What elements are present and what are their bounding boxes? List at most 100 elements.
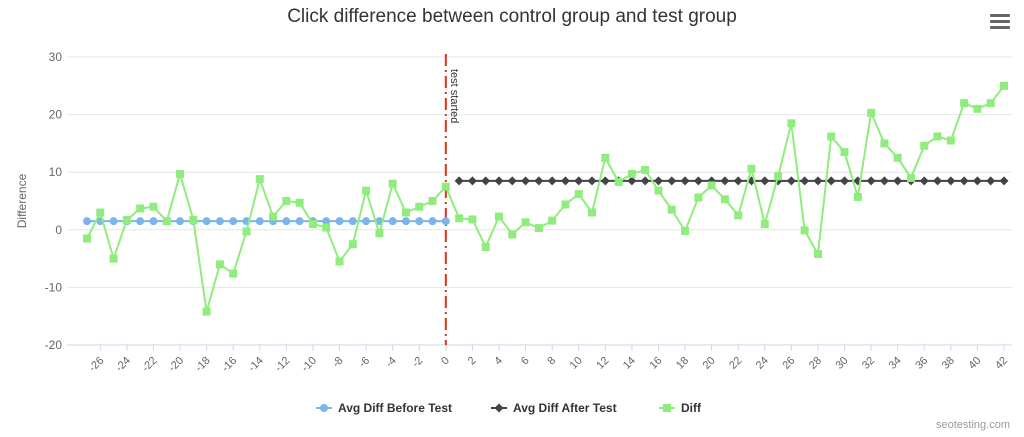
data-point-diff <box>229 269 238 278</box>
data-point-diff <box>521 218 530 227</box>
y-tick-label: 10 <box>49 165 63 179</box>
data-point-avg-diff-before-test <box>136 217 145 226</box>
x-axis-ticks: -26 -24 -22 -20 -18 -16 -14 -12 -10 -8 -6 -4 -2 0 2 4 6 8… <box>87 345 1010 374</box>
x-tick-label: -10 <box>299 355 319 375</box>
data-point-diff <box>242 227 251 236</box>
legend-item-avg-diff-before-test[interactable]: Avg Diff Before Test <box>316 401 452 415</box>
x-tick-label: -2 <box>410 355 425 370</box>
data-point-avg-diff-before-test <box>282 217 291 226</box>
data-point-diff <box>149 202 158 211</box>
data-point-avg-diff-before-test <box>415 217 424 226</box>
x-tick-label: 32 <box>860 355 877 372</box>
x-tick-label: 26 <box>780 355 797 372</box>
legend-symbol-marker <box>494 403 504 413</box>
legend-symbol-marker <box>663 404 671 412</box>
data-point-avg-diff-before-test <box>348 217 357 226</box>
data-point-avg-diff-after-test <box>813 176 823 186</box>
data-point-avg-diff-after-test <box>534 176 544 186</box>
data-point-diff <box>588 208 597 217</box>
y-tick-label: -20 <box>45 338 63 352</box>
x-tick-label: 36 <box>913 355 930 372</box>
data-point-diff <box>774 172 783 181</box>
data-point-diff <box>973 104 982 113</box>
x-tick-label: 2 <box>466 355 479 368</box>
legend-item-avg-diff-after-test[interactable]: Avg Diff After Test <box>491 401 617 415</box>
data-point-avg-diff-before-test <box>255 217 264 226</box>
data-point-avg-diff-before-test <box>441 217 450 226</box>
data-point-avg-diff-before-test <box>176 217 185 226</box>
data-point-avg-diff-before-test <box>428 217 437 226</box>
data-point-avg-diff-before-test <box>335 217 344 226</box>
data-point-diff <box>308 220 317 229</box>
data-point-diff <box>122 216 131 225</box>
data-point-diff <box>986 99 995 108</box>
chart-title: Click difference between control group a… <box>287 6 737 27</box>
x-tick-label: 28 <box>807 355 824 372</box>
data-point-avg-diff-after-test <box>972 176 982 186</box>
data-point-diff <box>641 165 650 174</box>
series-group <box>83 81 1009 316</box>
data-point-avg-diff-before-test <box>149 217 158 226</box>
data-point-diff <box>176 169 185 178</box>
data-point-avg-diff-after-test <box>574 176 584 186</box>
x-tick-label: 40 <box>966 355 983 372</box>
data-point-diff <box>720 195 729 204</box>
data-point-diff <box>813 249 822 258</box>
data-point-diff <box>295 198 304 207</box>
data-point-avg-diff-before-test <box>322 217 331 226</box>
x-tick-label: 38 <box>940 355 957 372</box>
data-point-avg-diff-before-test <box>388 217 397 226</box>
data-point-avg-diff-after-test <box>840 176 850 186</box>
data-point-diff <box>348 240 357 249</box>
legend-label: Avg Diff Before Test <box>338 401 452 415</box>
data-point-avg-diff-after-test <box>507 176 517 186</box>
data-point-avg-diff-after-test <box>560 176 570 186</box>
data-point-diff <box>428 197 437 205</box>
data-point-avg-diff-after-test <box>959 176 969 186</box>
data-point-avg-diff-after-test <box>800 176 810 186</box>
series-avg-diff-before-test <box>83 217 450 226</box>
data-point-diff <box>282 197 291 205</box>
data-point-avg-diff-before-test <box>83 217 91 226</box>
data-point-diff <box>202 307 211 316</box>
x-tick-label: 14 <box>621 355 638 372</box>
x-tick-label: -8 <box>330 355 345 370</box>
x-tick-label: -20 <box>166 355 186 375</box>
data-point-diff <box>787 119 796 128</box>
data-point-diff <box>508 230 517 239</box>
data-point-diff <box>654 186 663 195</box>
test-started-annotation: test started <box>444 54 460 345</box>
data-point-diff <box>388 179 397 188</box>
data-point-diff <box>667 205 676 214</box>
series-avg-diff-after-test <box>454 176 1009 186</box>
legend-item-diff[interactable]: Diff <box>659 401 702 415</box>
x-tick-label: -22 <box>140 355 160 375</box>
x-tick-label: -18 <box>193 355 213 375</box>
legend-label: Diff <box>681 401 702 415</box>
credits-link[interactable]: seotesting.com <box>936 419 1010 431</box>
data-point-avg-diff-after-test <box>600 176 610 186</box>
data-point-avg-diff-after-test <box>720 176 730 186</box>
data-point-avg-diff-after-test <box>627 176 637 186</box>
data-point-diff <box>574 190 583 199</box>
data-point-diff <box>800 226 809 235</box>
data-point-avg-diff-before-test <box>229 217 238 226</box>
data-point-diff <box>681 226 690 235</box>
data-point-avg-diff-after-test <box>866 176 876 186</box>
data-point-diff <box>906 173 915 182</box>
x-tick-label: 34 <box>887 355 904 372</box>
data-point-diff <box>880 139 889 148</box>
x-tick-label: 20 <box>701 355 718 372</box>
y-tick-label: 30 <box>49 50 63 64</box>
data-point-avg-diff-after-test <box>693 176 703 186</box>
data-point-diff <box>335 257 344 266</box>
y-tick-label: 20 <box>49 108 63 122</box>
data-point-diff <box>893 153 902 162</box>
data-point-diff <box>83 234 91 243</box>
data-point-avg-diff-before-test <box>215 217 224 226</box>
hamburger-menu-icon[interactable] <box>990 14 1010 30</box>
data-point-avg-diff-after-test <box>919 176 929 186</box>
data-point-avg-diff-before-test <box>295 217 304 226</box>
x-tick-label: 6 <box>519 355 532 368</box>
data-point-diff <box>534 224 543 233</box>
